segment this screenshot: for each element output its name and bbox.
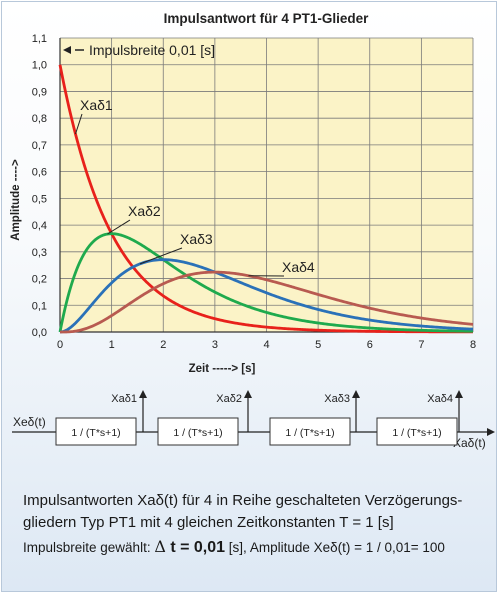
series-label-2: Xaδ2 [128, 203, 161, 219]
series-leader-line [139, 247, 183, 265]
y-tick-label: 0,1 [32, 300, 47, 312]
tap-arrow-icon [139, 390, 147, 398]
y-axis-label: Amplitude ----> [10, 159, 22, 241]
series-leader-line [75, 113, 83, 135]
y-tick-label: 0,6 [32, 167, 47, 179]
output-label: Xaδ(t) [453, 436, 486, 450]
y-tick-label: 0,2 [32, 274, 47, 286]
tap-label-4: Xaδ4 [427, 393, 453, 405]
impulse-response-chart: 0 1 2 3 4 5 6 7 8 0,0 0,1 0,2 0,3 0,4 0,5 0,6 0,7 0,8 0,9 1… [10, 11, 495, 450]
x-tick-label: 2 [160, 339, 166, 351]
pulse-width-text: Impulsbreite 0,01 [s] [89, 42, 215, 58]
x-tick-label: 8 [470, 339, 476, 351]
caption-delta-symbol: Δ [154, 537, 166, 556]
y-tick-label: 1,0 [32, 60, 47, 72]
y-tick-label: 0,7 [32, 140, 47, 152]
x-tick-label: 1 [109, 339, 115, 351]
series-line-3 [59, 258, 474, 334]
x-tick-label: 4 [263, 339, 269, 351]
pt1-block [157, 417, 239, 446]
chart-title: Impulsantwort für 4 PT1-Glieder [164, 11, 370, 26]
tap-label-3: Xaδ3 [324, 393, 350, 405]
series-line-1 [58, 64, 474, 334]
caption-line-3: Impulsbreite gewählt: Δ t = 0,01 [s], Am… [23, 537, 445, 557]
pt1-block [376, 417, 458, 446]
caption-line-1: Impulsantworten Xaδ(t) für 4 in Reihe ge… [23, 492, 463, 509]
pt1-block [55, 417, 137, 446]
block-diagram: Xeδ(t) Xaδ(t) 1 / (T*s+1) 1 / (T*s+1) 1 / (T… [12, 390, 495, 450]
pt1-block-label: 1 / (T*s+1) [392, 427, 441, 439]
series-label-1: Xaδ1 [80, 97, 113, 113]
pulse-width-annotation: Impulsbreite 0,01 [s] [63, 42, 215, 58]
y-tick-label: 0,9 [32, 86, 47, 98]
series-line-4 [59, 270, 474, 334]
tap-arrow-icon [455, 390, 463, 398]
series-label-4: Xaδ4 [282, 259, 315, 275]
caption-pulse-value: t = 0,01 [165, 539, 226, 556]
caption-line-2: gliedern Typ PT1 mit 4 gleichen Zeitkons… [23, 514, 394, 531]
y-tick-label: 0,0 [32, 327, 47, 339]
pt1-block-label: 1 / (T*s+1) [71, 427, 120, 439]
series-line-2 [58, 232, 474, 333]
x-tick-label: 5 [315, 339, 321, 351]
y-tick-label: 0,4 [32, 220, 47, 232]
x-tick-label: 6 [367, 339, 373, 351]
pt1-block-label: 1 / (T*s+1) [285, 427, 334, 439]
tap-label-2: Xaδ2 [216, 393, 242, 405]
x-tick-label: 7 [418, 339, 424, 351]
y-tick-label: 0,8 [32, 113, 47, 125]
pt1-block-label: 1 / (T*s+1) [173, 427, 222, 439]
x-axis-label: Zeit -----> [s] [189, 363, 256, 375]
output-arrow-icon [487, 428, 495, 436]
series-label-3: Xaδ3 [180, 231, 213, 247]
x-tick-label: 3 [212, 339, 218, 351]
y-tick-label: 1,1 [32, 33, 47, 45]
x-tick-label: 0 [57, 339, 63, 351]
y-tick-label: 0,5 [32, 193, 47, 205]
pt1-block [269, 417, 351, 446]
caption-amplitude: Amplitude Xeδ(t) = 1 / 0,01= 100 [249, 540, 445, 555]
y-tick-label: 0,3 [32, 247, 47, 259]
caption-pulse-prefix: Impulsbreite gewählt: [23, 540, 155, 555]
caption-pulse-unit: [s], [225, 540, 250, 555]
tap-arrow-icon [244, 390, 252, 398]
input-label: Xeδ(t) [13, 415, 46, 429]
tap-arrow-icon [352, 390, 360, 398]
series-leader-line [107, 219, 131, 235]
tap-label-1: Xaδ1 [111, 393, 137, 405]
